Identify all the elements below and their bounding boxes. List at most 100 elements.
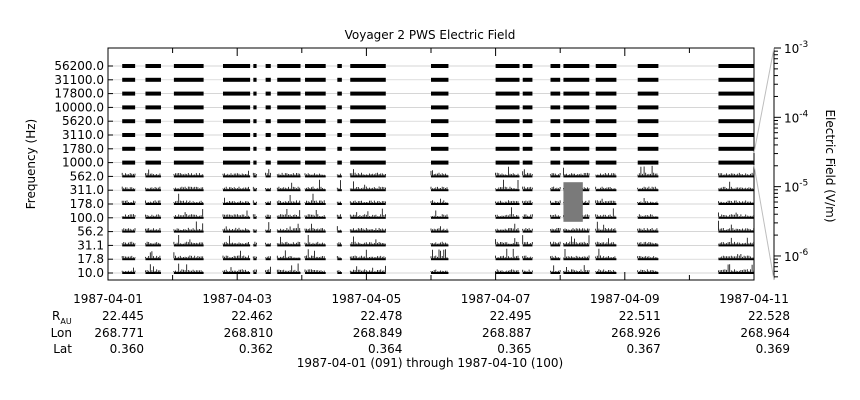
channel-segment [563, 105, 590, 110]
channel-trace [252, 186, 257, 190]
channel-segment [173, 119, 204, 124]
channel-segment [350, 119, 386, 124]
channel-trace [145, 214, 161, 217]
channel-segment [277, 119, 301, 124]
channel-segment [173, 146, 204, 151]
channel-segment [145, 133, 161, 137]
channel-segment [495, 64, 520, 68]
channel-segment [253, 203, 257, 205]
channel-trace [563, 249, 590, 259]
ephem-value-r: 22.445 [102, 309, 144, 323]
channel-segment [145, 160, 161, 165]
channel-segment [122, 146, 136, 151]
channel-segment [718, 272, 754, 274]
x-tick-label: 1987-04-07 [461, 292, 531, 306]
channel-trace [336, 201, 341, 203]
channel-trace [595, 238, 616, 245]
channel-segment [550, 175, 561, 178]
channel-trace [430, 186, 448, 190]
channel-segment [595, 105, 617, 110]
channel-segment [595, 216, 617, 219]
channel-segment [305, 272, 326, 274]
channel-segment [718, 160, 754, 165]
x-tick-label: 1987-04-01 [73, 292, 143, 306]
channel-segment [222, 203, 251, 205]
channel-segment [337, 230, 342, 233]
channel-trace [718, 264, 755, 272]
channel-trace [222, 210, 249, 217]
channel-segment [222, 146, 251, 151]
channel-segment [277, 244, 301, 247]
channel-segment [595, 258, 617, 261]
channel-segment [522, 216, 533, 219]
channel-segment [305, 216, 326, 219]
channel-trace [522, 214, 533, 217]
channel-trace [563, 235, 590, 245]
channel-trace [276, 263, 301, 272]
channel-segment [718, 119, 754, 124]
y-tick-label: 31100.0 [54, 73, 104, 87]
channel-trace [276, 250, 301, 259]
channel-trace [276, 195, 301, 203]
channel-segment [222, 160, 251, 165]
channel-trace [595, 186, 616, 190]
channel-trace [173, 221, 204, 231]
channel-trace [265, 201, 271, 203]
channel-31100.0 [108, 77, 754, 82]
channel-trace [349, 236, 386, 245]
channel-trace [495, 248, 519, 259]
channel-5620.0 [108, 119, 754, 124]
channel-trace [495, 200, 519, 203]
channel-trace [222, 186, 249, 190]
channel-trace [495, 223, 519, 231]
channel-trace [222, 235, 249, 245]
channel-segment [495, 146, 520, 151]
channel-segment [563, 160, 590, 165]
channel-trace [121, 228, 136, 231]
channel-trace [718, 200, 755, 203]
channel-segment [350, 105, 386, 110]
channel-segment [222, 91, 251, 96]
channel-trace [145, 241, 161, 245]
channel-segment [637, 133, 659, 137]
channel-trace [121, 267, 136, 272]
channel-segment [550, 133, 561, 137]
channel-trace [265, 242, 271, 245]
colorbar-tick-label: 10-4 [784, 109, 809, 125]
channel-segment [337, 244, 342, 247]
channel-segment [222, 230, 251, 233]
channel-segment [222, 189, 251, 192]
y-axis-label: Frequency (Hz) [24, 119, 38, 210]
channel-trace [430, 249, 448, 259]
channel-segment [522, 160, 533, 165]
channel-segment [277, 160, 301, 165]
y-tick-label: 311.0 [70, 183, 104, 197]
channel-segment [277, 146, 301, 151]
channel-segment [305, 146, 326, 151]
channel-segment [337, 160, 342, 165]
channel-segment [550, 272, 561, 274]
channel-trace [495, 166, 519, 176]
channel-segment [265, 189, 271, 192]
channel-segment [718, 258, 754, 261]
channel-trace [222, 226, 249, 231]
channel-segment [145, 146, 161, 151]
channel-segment [522, 64, 533, 68]
channel-trace [173, 193, 204, 203]
channel-segment [265, 203, 271, 205]
channel-segment [522, 189, 533, 192]
channel-trace [495, 238, 519, 245]
channel-segment [595, 119, 617, 124]
channel-segment [173, 64, 204, 68]
channel-segment [305, 244, 326, 247]
channel-segment [222, 258, 251, 261]
channel-trace [222, 250, 249, 259]
channel-segment [431, 77, 449, 82]
x-tick-label: 1987-04-11 [719, 292, 789, 306]
channel-segment [265, 258, 271, 261]
channel-segment [550, 244, 561, 247]
channel-segment [337, 146, 342, 151]
channel-trace [637, 214, 658, 217]
channel-segment [595, 77, 617, 82]
